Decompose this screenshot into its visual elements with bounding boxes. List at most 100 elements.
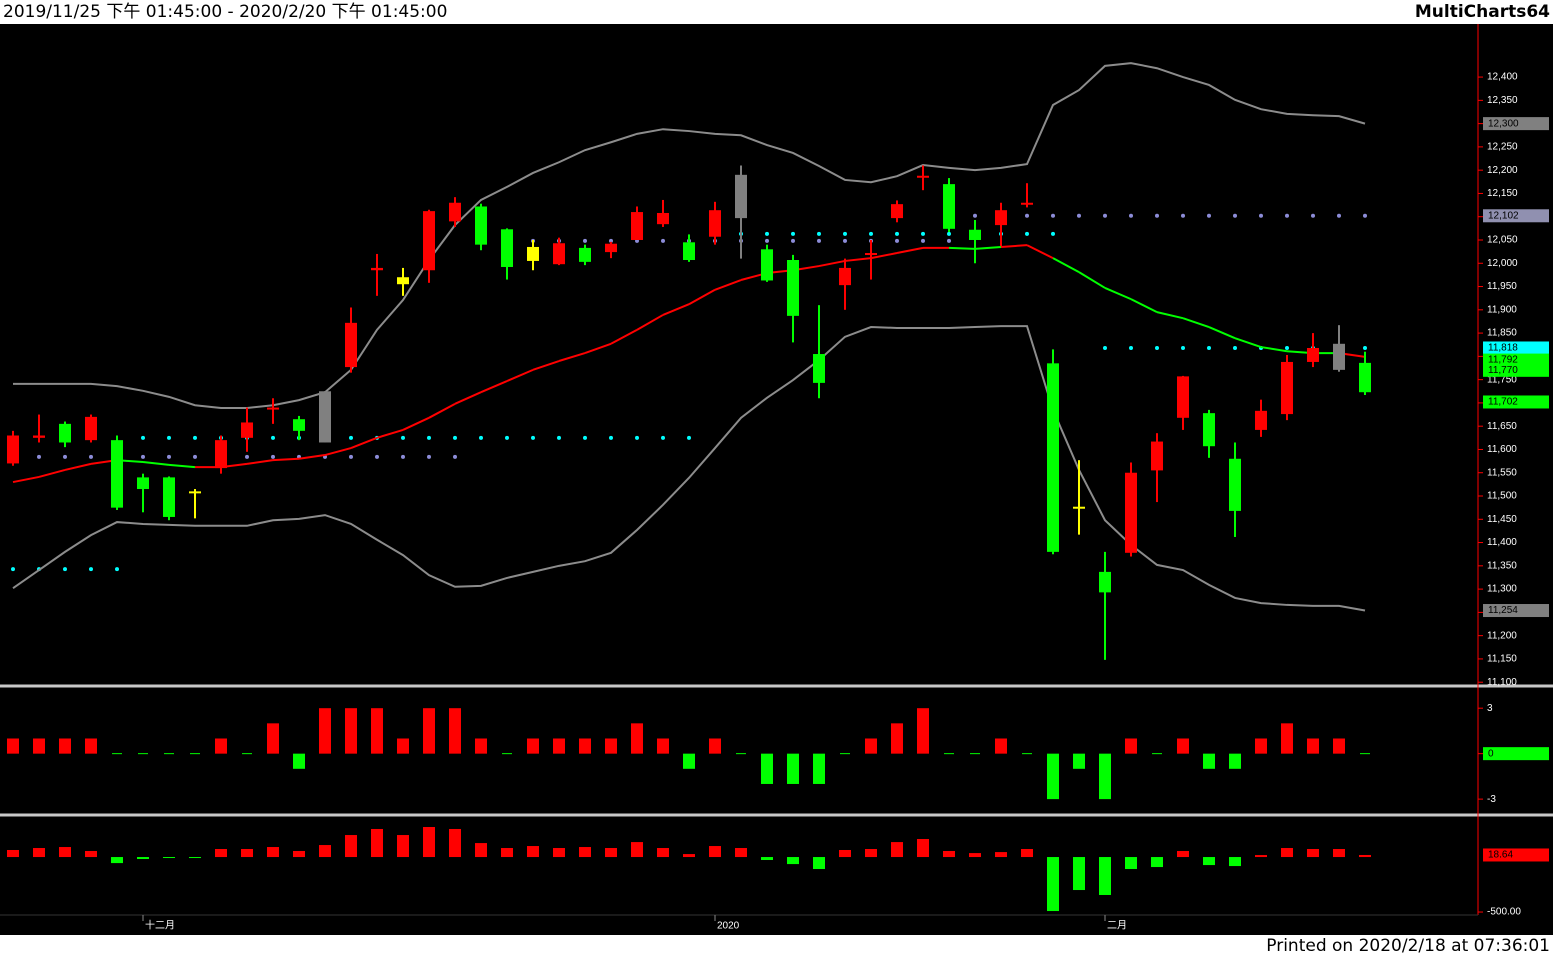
indicator-bar <box>319 845 331 858</box>
candle-body <box>85 416 97 441</box>
y-tick-label: 12,050 <box>1487 235 1518 246</box>
level-dot <box>895 231 899 236</box>
candle-body <box>813 354 825 383</box>
level-dot <box>271 454 275 459</box>
level-dot <box>401 435 405 440</box>
price-marker-label: 0 <box>1488 748 1494 759</box>
price-marker <box>1483 747 1549 761</box>
moving-average <box>1104 287 1132 301</box>
candle-body <box>839 267 851 286</box>
moving-average <box>584 342 612 355</box>
indicator-bar <box>995 852 1007 858</box>
level-dot <box>1233 345 1237 350</box>
candle-body <box>709 210 721 237</box>
indicator-bar <box>293 850 305 858</box>
candle-body <box>397 277 409 285</box>
indicator-bar <box>85 850 97 858</box>
indicator-bar <box>1307 738 1319 754</box>
indicator-bar <box>475 738 487 754</box>
moving-average <box>454 391 482 405</box>
candle-body <box>891 204 903 219</box>
indicator-bar <box>579 847 591 858</box>
indicator-bar <box>267 847 279 858</box>
indicator-bar <box>683 753 695 769</box>
level-dot <box>1181 213 1185 218</box>
candle-body <box>1073 506 1085 509</box>
indicator-bar <box>449 828 461 858</box>
indicator-bar <box>475 843 487 858</box>
level-dot <box>349 454 353 459</box>
indicator-bar <box>1229 753 1241 769</box>
indicator-bar <box>345 708 357 754</box>
indicator-bar <box>1333 738 1345 754</box>
indicator-bar <box>1177 850 1189 858</box>
indicator-bar <box>865 738 877 754</box>
moving-average <box>168 463 196 469</box>
header-bar <box>0 0 1553 24</box>
level-dot <box>1103 345 1107 350</box>
price-marker-label: 11,818 <box>1488 343 1518 354</box>
candle-body <box>943 184 955 229</box>
moving-average <box>506 368 534 382</box>
moving-average <box>142 461 170 466</box>
y-tick-label: 11,500 <box>1487 491 1517 502</box>
indicator-bar <box>787 857 799 865</box>
moving-average <box>64 462 92 471</box>
price-marker-label: 11,702 <box>1488 397 1518 408</box>
level-dot <box>791 231 795 236</box>
price-marker <box>1483 395 1549 409</box>
level-dot <box>1155 345 1159 350</box>
candle-body <box>1151 441 1163 471</box>
level-dot <box>63 454 67 459</box>
level-dot <box>11 567 15 572</box>
candle-body <box>787 260 799 316</box>
indicator-bar <box>917 838 929 858</box>
candle-body <box>553 243 565 265</box>
level-dot <box>1129 213 1133 218</box>
indicator-bar <box>1099 857 1111 895</box>
moving-average <box>1156 311 1184 320</box>
indicator-bar <box>735 848 747 858</box>
indicator-bar <box>371 708 383 754</box>
bollinger-lower <box>12 325 1366 612</box>
candle-body <box>267 407 279 410</box>
indicator-bar <box>1203 857 1215 866</box>
level-dot <box>817 238 821 243</box>
y-tick-label: -500.00 <box>1487 907 1521 918</box>
price-marker <box>1483 117 1549 131</box>
moving-average <box>12 475 40 484</box>
candle-body <box>761 249 773 281</box>
level-dot <box>1025 231 1029 236</box>
level-dot <box>1207 345 1211 350</box>
candle-body <box>111 440 123 508</box>
indicator-bar <box>761 753 773 784</box>
indicator-bar <box>293 753 305 769</box>
indicator-bar <box>215 738 227 754</box>
candle-body <box>865 253 877 256</box>
indicator-bar <box>33 738 45 754</box>
y-tick-label: 12,250 <box>1487 142 1518 153</box>
indicator-bar <box>59 738 71 754</box>
indicator-bar <box>319 708 331 754</box>
candle-body <box>735 174 747 219</box>
level-dot <box>791 238 795 243</box>
level-dot <box>1285 213 1289 218</box>
moving-average <box>428 402 456 419</box>
indicator-bar <box>917 708 929 754</box>
candle-body <box>917 175 929 178</box>
indicator-bar <box>891 842 903 858</box>
candle-body <box>579 247 591 262</box>
indicator-bar <box>1073 753 1085 769</box>
level-dot <box>817 231 821 236</box>
candle-body <box>293 419 305 431</box>
price-marker-label: 12,300 <box>1488 118 1519 129</box>
indicator-bar <box>709 846 721 858</box>
level-dot <box>1077 213 1081 218</box>
indicator-bar <box>1125 857 1137 870</box>
brand: MultiCharts64 <box>1415 2 1550 22</box>
moving-average <box>610 328 638 345</box>
indicator-bar <box>241 849 253 858</box>
indicator-bar <box>1359 854 1371 858</box>
y-tick-label: -3 <box>1487 794 1496 805</box>
